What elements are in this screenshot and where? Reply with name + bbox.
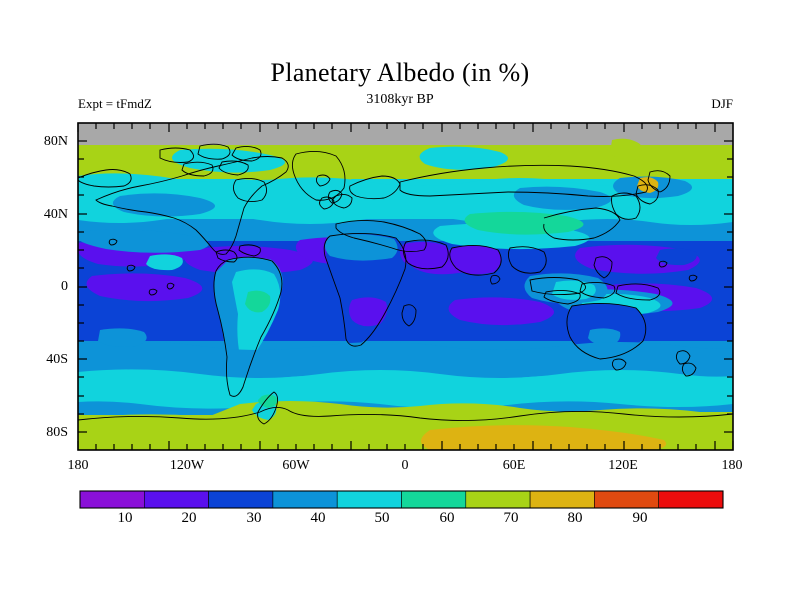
plot-frame [77,122,734,451]
x-tick-label-120e: 120E [608,458,638,473]
colorbar-swatch-8 [594,490,660,509]
y-tick-label-40n: 40N [43,207,68,222]
colorbar-swatch-2 [208,490,274,509]
colorbar-swatch-1 [144,490,209,509]
colorbar-tick-90: 90 [632,510,648,526]
x-tick-label-60w: 60W [282,458,310,473]
colorbar-tick-40: 40 [310,510,326,526]
colorbar-swatch-0 [79,490,145,509]
colorbar-tick-20: 20 [181,510,197,526]
figure-subtitle: 3108kyr BP [366,92,434,107]
y-tick-label-80n: 80N [43,134,68,149]
x-tick-label-120w: 120W [169,458,205,473]
axis-ticks [77,123,734,450]
y-tick-label-0: 0 [61,279,68,294]
colorbar-tick-80: 80 [567,510,583,526]
colorbar-tick-60: 60 [439,510,455,526]
colorbar-swatch-9 [658,490,724,509]
y-tick-label-80s: 80S [46,425,68,440]
colorbar-tick-30: 30 [246,510,262,526]
colorbar-border [79,490,724,509]
colorbar-tick-50: 50 [374,510,390,526]
colorbar-swatch-7 [529,490,595,509]
y-tick-label-40s: 40S [46,352,68,367]
colorbar-swatch-6 [465,490,531,509]
page-title: Planetary Albedo (in %) [270,58,530,87]
season-label: DJF [711,96,733,111]
colorbar-tick-70: 70 [503,510,519,526]
x-tick-label-180e: 180 [721,458,743,473]
experiment-label: Expt = tFmdZ [78,96,152,111]
coastlines [78,143,733,425]
x-tick-label-60e: 60E [502,458,526,473]
colorbar-swatch-3 [272,490,338,509]
colorbar-swatch-4 [336,490,402,509]
x-tick-label-180w: 180 [67,458,89,473]
colorbar-swatch-5 [401,490,467,509]
albedo-field [78,123,733,450]
colorbar[interactable] [79,490,724,509]
colorbar-tick-10: 10 [117,510,133,526]
x-tick-label-0: 0 [401,458,409,473]
